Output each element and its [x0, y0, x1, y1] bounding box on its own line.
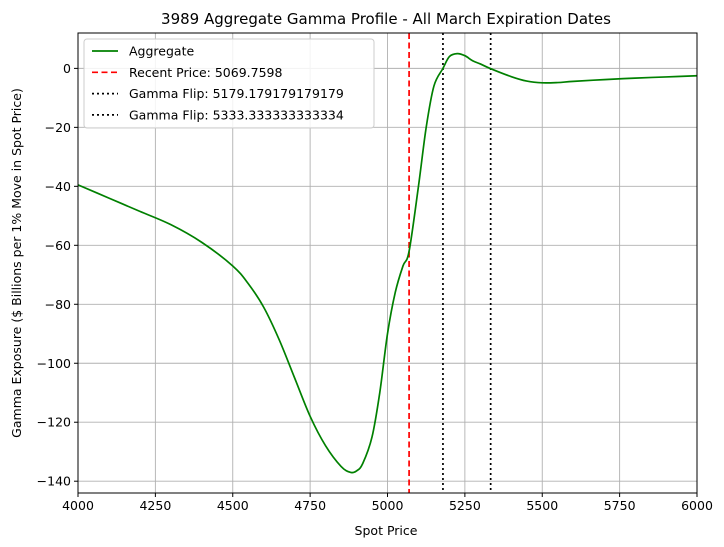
legend-box	[83, 38, 375, 129]
legend: Aggregate Recent Price: 5069.7598 Gamma Fl…	[83, 38, 375, 129]
x-axis-label: Spot Price	[355, 523, 418, 538]
series-line-aggregate	[77, 52, 698, 474]
x-tick-label: 6000	[681, 498, 713, 513]
x-ticks: 4000 4250 4500 4750 5000 5250 5500 5750 6000	[62, 493, 713, 513]
x-tick-label: 4750	[294, 498, 326, 513]
x-tick-label: 5250	[449, 498, 481, 513]
y-tick-label: 0	[63, 61, 71, 76]
x-tick-label: 4000	[62, 498, 94, 513]
legend-entry-gamma-flip-2: Gamma Flip: 5333.333333333334	[92, 107, 344, 122]
y-ticks: −140 −120 −100 −80 −60 −40 −20 0	[37, 61, 78, 489]
y-tick-label: −80	[45, 297, 71, 312]
series-layer	[77, 52, 698, 474]
x-tick-label: 5000	[372, 498, 404, 513]
y-tick-label: −40	[45, 179, 71, 194]
chart-title: 3989 Aggregate Gamma Profile - All March…	[161, 10, 611, 28]
y-tick-label: −120	[37, 415, 71, 430]
legend-entry-recent-price: Recent Price: 5069.7598	[92, 65, 282, 80]
legend-entry-gamma-flip-1: Gamma Flip: 5179.179179179179	[92, 86, 344, 101]
grid	[77, 33, 698, 493]
x-tick-label: 4500	[217, 498, 249, 513]
legend-label: Gamma Flip: 5179.179179179179	[129, 86, 344, 101]
vertical-lines	[408, 33, 492, 493]
y-tick-label: −60	[45, 238, 71, 253]
x-tick-label: 5750	[604, 498, 636, 513]
x-tick-label: 5500	[526, 498, 558, 513]
y-tick-label: −20	[45, 120, 71, 135]
y-tick-label: −100	[37, 356, 71, 371]
legend-label: Aggregate	[129, 44, 194, 59]
y-tick-label: −140	[37, 474, 71, 489]
x-tick-label: 4250	[139, 498, 171, 513]
legend-label: Gamma Flip: 5333.333333333334	[129, 107, 344, 122]
legend-label: Recent Price: 5069.7598	[129, 65, 282, 80]
y-axis-label: Gamma Exposure ($ Billions per 1% Move i…	[9, 88, 24, 438]
legend-entry-aggregate: Aggregate	[92, 44, 194, 59]
